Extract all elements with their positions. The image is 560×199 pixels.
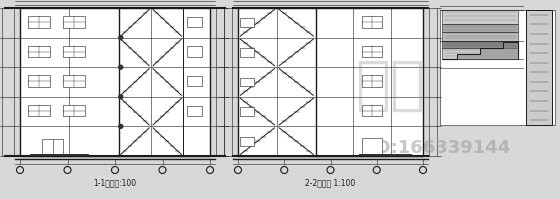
Bar <box>28 105 50 116</box>
Bar <box>362 75 382 87</box>
Circle shape <box>119 65 123 69</box>
Bar <box>188 106 202 116</box>
Text: 2-2剥面图 1:100: 2-2剥面图 1:100 <box>305 178 356 187</box>
Circle shape <box>119 36 123 40</box>
Bar <box>63 46 85 57</box>
Bar <box>30 154 89 156</box>
Circle shape <box>119 95 123 99</box>
Bar <box>28 46 50 57</box>
Bar <box>362 138 382 154</box>
Bar <box>442 41 518 48</box>
Bar <box>188 76 202 86</box>
Polygon shape <box>442 42 518 60</box>
Bar <box>238 8 423 156</box>
Bar <box>440 10 555 125</box>
Bar <box>442 10 518 24</box>
Bar <box>28 75 50 87</box>
Bar <box>362 16 382 27</box>
Text: ID:166339144: ID:166339144 <box>370 139 511 157</box>
Bar <box>42 139 63 155</box>
Bar <box>240 48 254 57</box>
Bar <box>358 154 412 156</box>
Bar <box>188 17 202 27</box>
Bar <box>442 48 518 60</box>
Bar <box>63 75 85 87</box>
Bar <box>63 16 85 27</box>
Bar <box>63 105 85 116</box>
Bar <box>238 8 423 156</box>
Bar <box>442 24 518 32</box>
Text: 1-1剥面图:100: 1-1剥面图:100 <box>94 178 137 187</box>
Bar <box>20 8 210 156</box>
Circle shape <box>119 124 123 128</box>
Bar <box>28 16 50 27</box>
Bar <box>526 10 552 125</box>
Text: 知来: 知来 <box>355 57 425 113</box>
Bar <box>20 8 210 156</box>
Bar <box>362 46 382 57</box>
Bar <box>240 78 254 86</box>
Bar <box>188 47 202 57</box>
Bar <box>240 107 254 116</box>
Bar <box>442 32 518 41</box>
Bar <box>362 105 382 116</box>
Bar <box>240 18 254 27</box>
Bar <box>240 137 254 146</box>
